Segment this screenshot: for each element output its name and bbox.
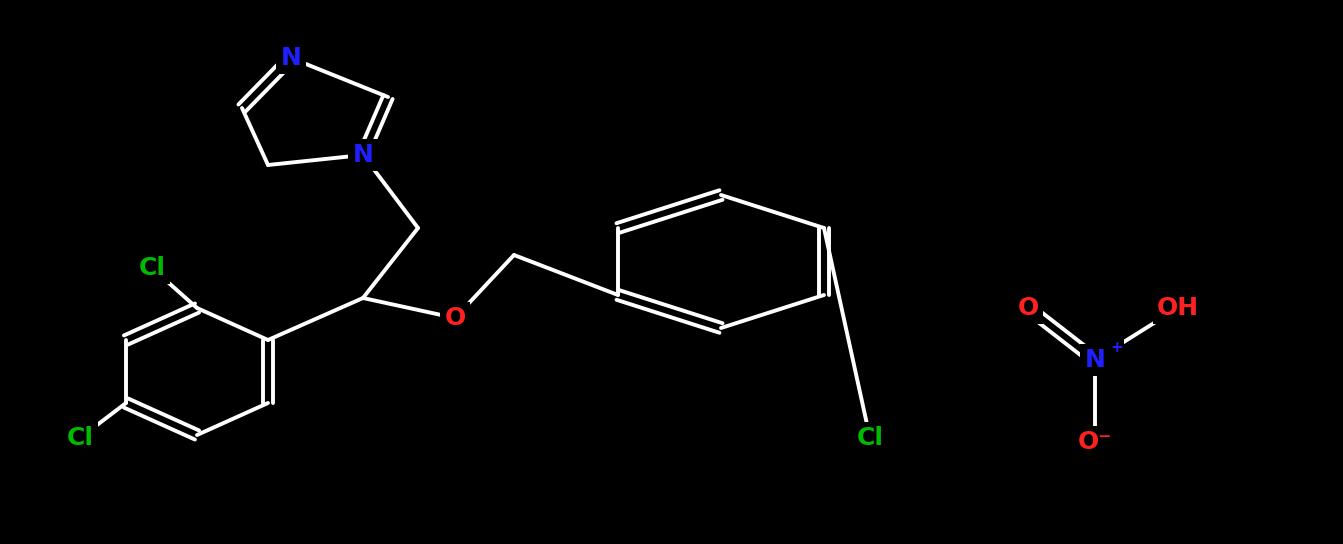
Text: O: O xyxy=(1018,296,1038,320)
Text: O: O xyxy=(445,306,466,330)
Text: Cl: Cl xyxy=(138,256,165,280)
Text: O⁻: O⁻ xyxy=(1078,430,1112,454)
Text: +: + xyxy=(1111,341,1123,355)
Text: OH: OH xyxy=(1156,296,1199,320)
Text: N: N xyxy=(1085,348,1105,372)
Text: N: N xyxy=(353,143,373,167)
Text: N: N xyxy=(281,46,301,70)
Text: Cl: Cl xyxy=(67,426,94,450)
Text: Cl: Cl xyxy=(857,426,884,450)
